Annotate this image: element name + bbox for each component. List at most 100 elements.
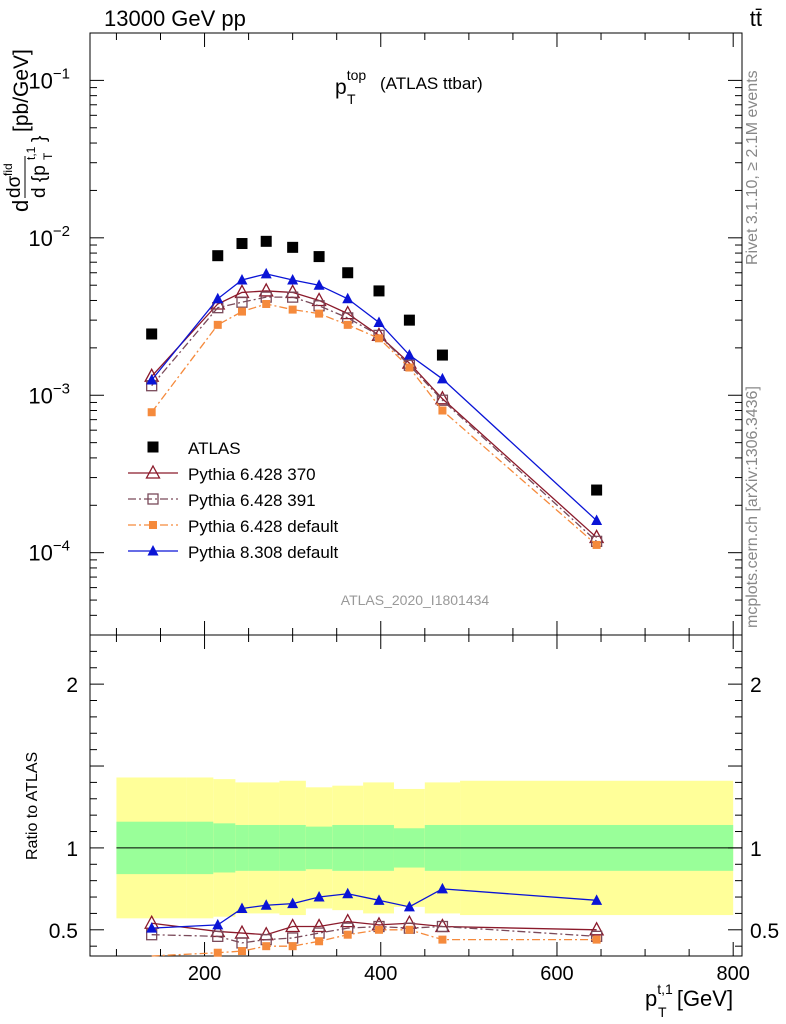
ratio-y-tick-label-right: 1 [750, 838, 762, 861]
data-point-pythia-6-428-default [592, 935, 601, 944]
data-point-atlas [313, 251, 325, 263]
data-point-pythia-8-308-default [436, 882, 448, 894]
process-label: tt̄ [749, 6, 762, 31]
data-point-pythia-6-428-default [237, 307, 246, 316]
ratio-y-axis-label: Ratio to ATLAS [24, 752, 41, 860]
ratio-y-tick-label-right: 2 [750, 674, 762, 697]
ratio-y-tick-label: 2 [66, 674, 78, 697]
legend-label-atlas: ATLAS [188, 439, 241, 458]
legend-label-pythia-6-428-370: Pythia 6.428 370 [188, 465, 316, 484]
data-point-pythia-6-428-391 [236, 296, 248, 308]
data-point-pythia-8-308-default [591, 894, 603, 905]
legend-marker-pythia-6-428-370 [145, 464, 161, 479]
y-label-denominator: d {p [29, 165, 50, 198]
data-point-pythia-8-308-default [212, 292, 224, 304]
data-point-pythia-6-428-default [315, 309, 324, 318]
ratio-y-tick-label-right: 0.5 [750, 920, 779, 943]
data-point-pythia-6-428-default [262, 299, 271, 308]
data-point-pythia-8-308-default [591, 514, 603, 526]
series-line-pythia-6-428-default [151, 303, 598, 546]
data-point-atlas [236, 238, 248, 250]
data-point-pythia-6-428-default [213, 948, 222, 957]
y-tick-label: 10−4 [28, 538, 70, 566]
legend-label-pythia-6-428-391: Pythia 6.428 391 [188, 491, 316, 510]
ratio-plot-frame [89, 634, 743, 957]
main-plot-title-suffix: (ATLAS ttbar) [380, 74, 483, 93]
x-axis-label-subscript: T [658, 1004, 667, 1020]
mcplots-reference-label: mcplots.cern.ch [arXiv:1306.3436] [744, 386, 761, 628]
data-point-pythia-6-428-391 [436, 920, 449, 933]
data-point-pythia-6-428-default [262, 942, 271, 951]
legend-marker-atlas [147, 441, 159, 453]
x-tick-label: 600 [540, 963, 573, 985]
data-point-pythia-6-428-default [288, 942, 297, 951]
data-point-pythia-6-428-default [213, 320, 222, 329]
ratio-y-tick-label: 1 [66, 838, 78, 861]
series-line-pythia-6-428-370 [151, 920, 597, 936]
ratio-y-tick-label: 0.5 [49, 920, 78, 943]
legend-marker-pythia-6-428-391 [147, 493, 159, 505]
data-point-pythia-6-428-370 [234, 924, 250, 939]
data-point-atlas [403, 314, 415, 326]
y-label-dsigma: dσ [4, 175, 25, 198]
data-point-pythia-8-308-default [342, 887, 354, 899]
data-point-pythia-6-428-370 [589, 921, 605, 936]
data-point-pythia-8-308-default [260, 899, 272, 910]
main-plot-title-subscript: T [347, 91, 356, 107]
data-point-pythia-6-428-370 [340, 913, 356, 928]
data-point-pythia-6-428-391 [212, 930, 224, 942]
data-point-pythia-8-308-default [373, 316, 385, 327]
data-point-atlas [373, 285, 385, 297]
rivet-version-label: Rivet 3.1.10, ≥ 2.1M events [744, 70, 761, 265]
data-point-pythia-8-308-default [313, 891, 325, 902]
data-point-pythia-8-308-default [313, 279, 325, 290]
series-line-pythia-6-428-default [151, 929, 597, 957]
data-point-pythia-8-308-default [236, 902, 248, 914]
data-point-pythia-6-428-default [405, 925, 414, 934]
data-point-pythia-6-428-370 [234, 284, 250, 299]
data-point-pythia-8-308-default [146, 373, 158, 385]
data-point-atlas [436, 349, 448, 361]
data-point-pythia-6-428-default [405, 363, 414, 372]
y-tick-label: 10−3 [28, 380, 70, 408]
data-point-atlas [212, 250, 224, 262]
data-point-pythia-6-428-default [438, 935, 447, 944]
data-point-atlas [591, 484, 603, 496]
data-point-pythia-6-428-391 [286, 291, 299, 303]
data-point-pythia-6-428-default [374, 925, 383, 934]
main-plot-title: ptop [335, 67, 366, 99]
y-label-subscript: T [41, 152, 55, 160]
data-point-atlas [146, 328, 158, 340]
data-point-pythia-8-308-default [373, 894, 385, 905]
data-point-pythia-6-428-370 [311, 918, 327, 933]
data-point-pythia-8-308-default [236, 273, 248, 285]
x-tick-label: 800 [717, 963, 750, 985]
data-point-atlas [342, 267, 354, 279]
data-point-pythia-8-308-default [436, 372, 448, 384]
data-point-pythia-6-428-default [592, 540, 601, 549]
legend-marker-pythia-6-428-default [149, 521, 157, 529]
data-point-pythia-6-428-370 [285, 918, 301, 933]
analysis-id-label: ATLAS_2020_I1801434 [341, 592, 490, 608]
data-point-atlas [260, 235, 272, 247]
data-point-pythia-6-428-default [343, 930, 352, 939]
y-label-brace: } [29, 136, 50, 142]
data-point-pythia-6-428-default [288, 305, 297, 314]
y-label-fid: fid [1, 163, 15, 176]
data-point-pythia-6-428-370 [434, 390, 451, 405]
data-point-atlas [287, 241, 299, 253]
series-line-pythia-6-428-391 [151, 925, 597, 944]
data-point-pythia-6-428-default [374, 334, 383, 343]
data-point-pythia-8-308-default [342, 292, 354, 304]
data-point-pythia-8-308-default [403, 349, 415, 360]
x-tick-label: 200 [188, 963, 221, 985]
data-point-pythia-8-308-default [260, 267, 272, 279]
data-point-pythia-6-428-370 [258, 282, 274, 297]
legend-label-pythia-6-428-default: Pythia 6.428 default [188, 517, 339, 536]
data-point-pythia-8-308-default [403, 900, 415, 912]
data-point-pythia-8-308-default [212, 918, 224, 930]
data-point-pythia-8-308-default [287, 273, 299, 285]
series-line-pythia-6-428-391 [151, 296, 598, 542]
y-label-superscript: t,1 [24, 146, 38, 160]
data-point-pythia-6-428-default [237, 947, 246, 956]
